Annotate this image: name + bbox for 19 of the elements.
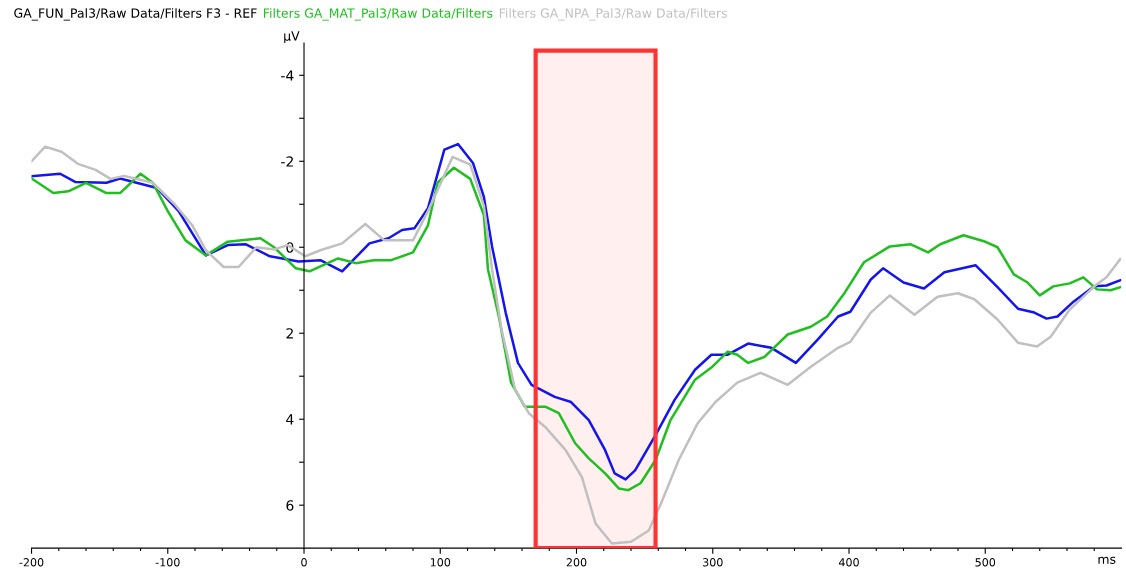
text: Filters GA_NPA_Pal3/Raw Data/Filters	[499, 8, 727, 21]
x-tick-label: 100	[430, 558, 451, 567]
x-tick-label: -100	[155, 558, 180, 567]
y-tick-label: 6	[286, 500, 294, 511]
line-series	[31, 145, 1122, 545]
x-tick-label: 0	[301, 558, 307, 567]
chart-title: GA_FUN_Pal3/Raw Data/Filters F3 - REF	[14, 8, 257, 21]
y-tick-label: -4	[281, 70, 294, 81]
x-tick-label: 500	[975, 558, 996, 567]
y-tick-label: 2	[286, 328, 293, 339]
x-tick-label: 400	[838, 558, 859, 567]
y-axis-title: µV	[284, 31, 300, 44]
text: Filters GA_MAT_Pal3/Raw Data/Filters	[263, 8, 493, 21]
y-tick-label: 4	[286, 414, 294, 425]
x-axis-title: ms	[1098, 556, 1116, 564]
x-tick-label: 200	[566, 558, 587, 567]
x-tick-label: -200	[19, 558, 44, 567]
x-tick-label: 300	[703, 558, 723, 567]
y-tick-label: -2	[281, 156, 293, 167]
